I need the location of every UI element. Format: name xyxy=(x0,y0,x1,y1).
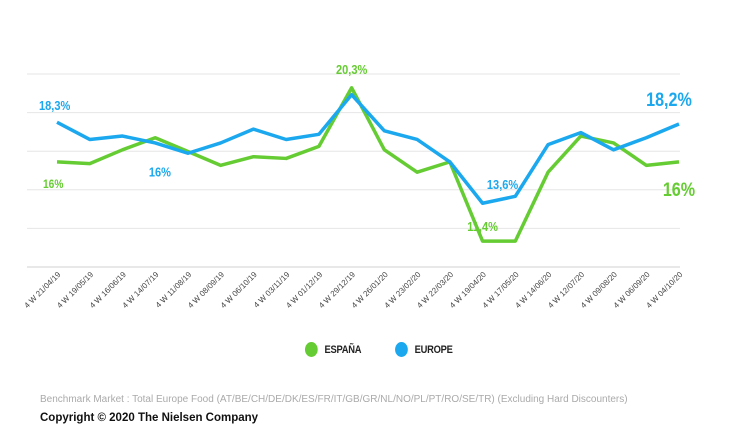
legend-swatch-europe xyxy=(395,342,409,357)
data-label: 16% xyxy=(43,178,63,191)
data-label: 16% xyxy=(663,179,696,201)
data-label: 18,2% xyxy=(646,89,692,111)
footnote: Benchmark Market : Total Europe Food (AT… xyxy=(40,394,628,405)
legend-swatch-espana xyxy=(304,342,318,357)
series-line-europe xyxy=(56,92,680,205)
legend-item-europe: EUROPE xyxy=(395,342,453,357)
data-label: 13,6% xyxy=(487,177,519,192)
data-label: 18,3% xyxy=(39,98,71,113)
legend-label-espana: ESPAÑA xyxy=(324,343,362,356)
series-line-espana xyxy=(56,86,680,243)
data-label: 11,4% xyxy=(467,219,498,234)
legend: ESPAÑA EUROPE xyxy=(300,342,458,357)
line-chart: 4 W 21/04/194 W 19/05/194 W 16/06/194 W … xyxy=(22,62,696,310)
legend-item-espana: ESPAÑA xyxy=(304,342,362,357)
legend-label-europe: EUROPE xyxy=(414,343,453,356)
data-label: 16% xyxy=(149,164,171,179)
data-label: 20,3% xyxy=(336,62,368,77)
copyright: Copyright © 2020 The Nielsen Company xyxy=(40,412,259,424)
